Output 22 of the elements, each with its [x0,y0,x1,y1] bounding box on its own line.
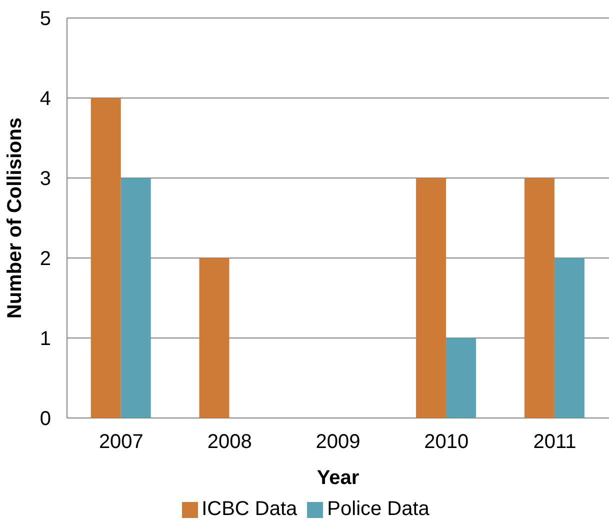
bar [120,178,151,418]
x-tick-label: 2009 [316,431,360,454]
y-tick-label: 3 [40,168,51,190]
x-axis-title: Year [316,467,360,490]
bar [524,178,554,418]
y-tick-label: 1 [40,328,51,350]
y-axis-title: Number of Collisions [4,117,26,319]
bar [554,258,584,418]
y-tick-label: 2 [40,248,51,270]
x-tick-label: 2010 [424,431,469,454]
bar [416,178,446,418]
bar [446,338,476,418]
legend-label: ICBC Data [202,498,298,520]
legend-label: Police Data [327,498,430,520]
x-tick-label: 2008 [207,431,252,454]
x-tick-label: 2007 [98,431,144,454]
y-tick-label: 0 [40,408,51,430]
y-tick-label: 5 [40,8,51,30]
bar [90,98,121,418]
x-tick-label: 2011 [533,431,576,454]
bar [199,258,230,418]
y-tick-label: 4 [40,88,51,110]
